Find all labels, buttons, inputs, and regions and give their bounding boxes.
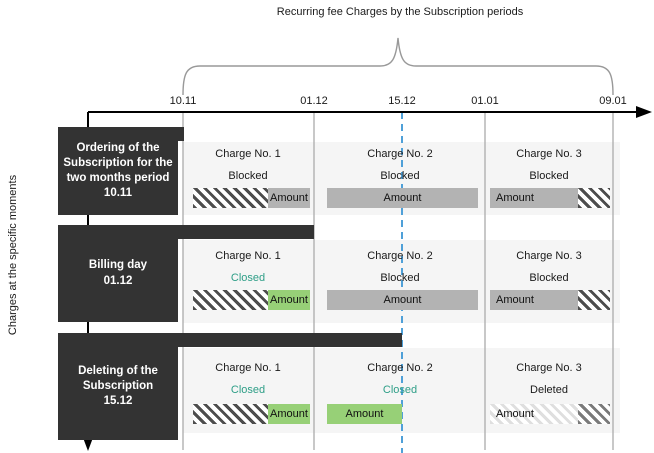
subscription-periods-brace	[182, 37, 614, 96]
amount-bar-segment-label: Amount	[327, 404, 402, 424]
charge-status: Blocked	[529, 170, 569, 182]
charge-status: Deleted	[530, 384, 568, 396]
charge-title: Charge No. 3	[516, 148, 582, 160]
charge-title: Charge No. 3	[516, 362, 582, 374]
charge-title: Charge No. 1	[215, 148, 281, 160]
amount-bar: Amount	[490, 290, 610, 310]
charge-status: Closed	[230, 272, 266, 284]
amount-bar-segment-label: Amount	[327, 188, 478, 208]
amount-bar-segment-label: Amount	[490, 188, 578, 208]
amount-bar: Amount	[490, 404, 610, 424]
tick-label-01-12: 01.12	[300, 95, 328, 107]
charge-status: Closed	[382, 384, 418, 396]
amount-bar-segment	[577, 188, 610, 208]
tick-label-15-12: 15.12	[388, 95, 416, 107]
tick-label-09-01: 09.01	[599, 95, 627, 107]
amount-bar-segment	[577, 290, 610, 310]
charge-status: Blocked	[228, 170, 268, 182]
charge-title: Charge No. 2	[367, 362, 433, 374]
amount-bar-segment	[577, 404, 610, 424]
amount-bar-segment-label: Amount	[490, 290, 578, 310]
charge-title: Charge No. 3	[516, 250, 582, 262]
elapsed-strip-row-1	[178, 127, 184, 141]
charge-title: Charge No. 1	[215, 362, 281, 374]
elapsed-strip-row-2	[178, 225, 314, 239]
elapsed-strip-row-3	[178, 333, 402, 347]
amount-bar: Amount	[327, 404, 402, 424]
charge-status: Blocked	[529, 272, 569, 284]
tick-label-10-11: 10.11	[169, 95, 197, 107]
tick-label-01-01: 01.01	[471, 95, 499, 107]
amount-bar: Amount	[490, 188, 610, 208]
amount-bar-segment-label: Amount	[268, 404, 310, 424]
amount-bar-segment-label: Amount	[327, 290, 478, 310]
moment-box-ordering: Ordering of the Subscription for the two…	[58, 127, 178, 215]
time-axis-arrow-icon	[636, 106, 652, 118]
charge-title: Charge No. 2	[367, 148, 433, 160]
moment-box-billing-day: Billing day 01.12	[58, 225, 178, 322]
amount-bar-segment	[193, 188, 268, 208]
charge-status: Blocked	[380, 170, 420, 182]
diagram-title: Recurring fee Charges by the Subscriptio…	[276, 6, 524, 18]
charge-status: Blocked	[380, 272, 420, 284]
moment-box-deleting: Deleting of the Subscription 15.12	[58, 333, 178, 440]
amount-bar-segment-label: Amount	[268, 290, 310, 310]
charge-title: Charge No. 1	[215, 250, 281, 262]
charge-status: Closed	[230, 384, 266, 396]
amount-bar: Amount	[327, 188, 478, 208]
amount-bar: Amount	[193, 188, 310, 208]
amount-bar-segment	[193, 290, 268, 310]
amount-bar-segment	[193, 404, 268, 424]
amount-bar: Amount	[327, 290, 478, 310]
amount-bar-segment-label: Amount	[490, 404, 578, 424]
amount-bar-segment-label: Amount	[268, 188, 310, 208]
amount-bar: Amount	[193, 404, 310, 424]
charge-title: Charge No. 2	[367, 250, 433, 262]
amount-bar: Amount	[193, 290, 310, 310]
